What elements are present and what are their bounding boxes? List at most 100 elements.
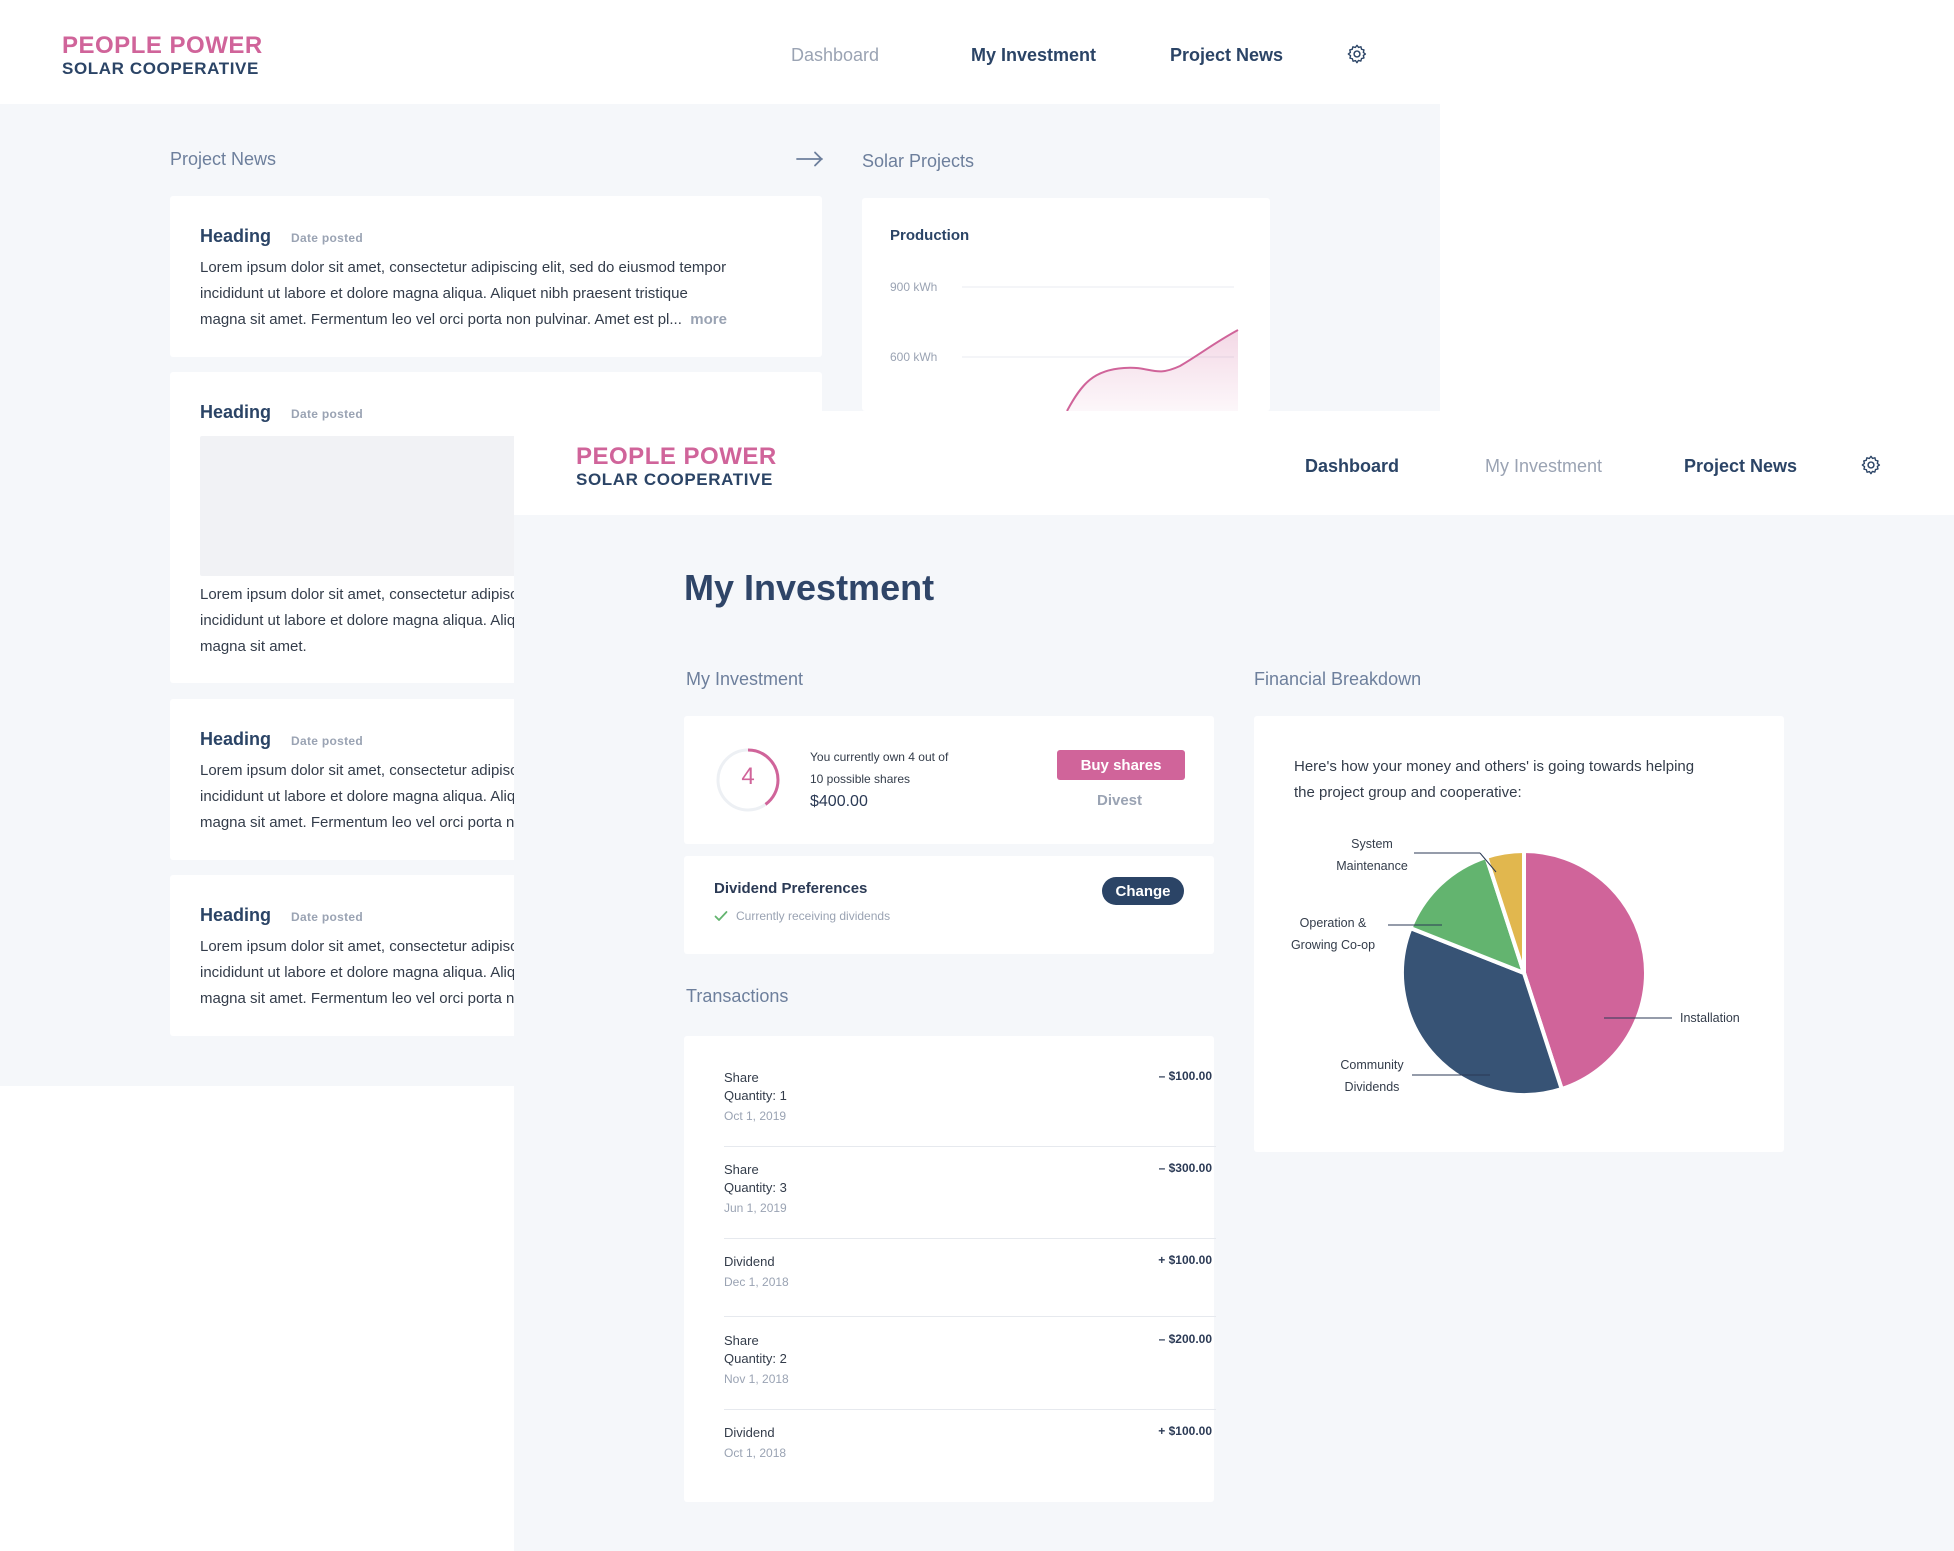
arrow-right-icon[interactable] [796,151,824,167]
page-title: My Investment [684,567,935,608]
transaction-title: Dividend [724,1253,844,1271]
investment-card: 4 You currently own 4 out of 10 possible… [684,716,1214,844]
financial-pie-chart [1388,849,1672,1097]
production-chart [962,286,1239,411]
shares-progress-ring [716,748,780,812]
investment-amount: $400.00 [810,793,868,810]
nav-project-news[interactable]: Project News [1684,456,1798,476]
news-date: Date posted [291,734,363,748]
buy-shares-button[interactable]: Buy shares [1057,750,1185,780]
dividend-card: Dividend Preferences Currently receiving… [684,856,1214,954]
shares-summary-line: 10 possible shares [810,772,911,786]
solar-projects-label: Solar Projects [862,151,975,171]
shares-count: 4 [741,763,755,790]
news-line: magna sit amet. Fermentum leo vel orci p… [200,990,592,1007]
label-community-dividends: Community Dividends [1322,1054,1422,1098]
label-line: Dividends [1344,1080,1400,1094]
gear-icon[interactable] [1860,454,1882,476]
nav-project-news[interactable]: Project News [1170,45,1284,65]
tick-label-600: 600 kWh [890,350,938,364]
transaction-amount: – $200.00 [1158,1332,1212,1346]
label-line: Growing Co-op [1290,938,1376,952]
shares-summary: You currently own 4 out of 10 possible s… [810,746,948,790]
dividend-title: Dividend Preferences [714,880,868,897]
transaction-detail: Quantity: 1 [724,1088,787,1103]
news-date: Date posted [291,910,363,924]
logo-bottom-text: SOLAR COOPERATIVE [62,59,259,78]
news-card[interactable]: Heading Date posted Lorem ipsum dolor si… [170,196,822,357]
my-investment-window: PEOPLE POWER SOLAR COOPERATIVE Dashboard… [514,411,1954,1551]
transaction-detail: Quantity: 3 [724,1180,787,1195]
transaction-date: Oct 1, 2018 [724,1446,787,1460]
divest-button[interactable]: Divest [1097,792,1143,809]
logo-top-text: PEOPLE POWER [576,443,777,470]
label-operation-growing-coop: Operation & Growing Co-op [1278,912,1388,956]
front-header: PEOPLE POWER SOLAR COOPERATIVE Dashboard… [514,411,1954,515]
transaction-amount: – $100.00 [1158,1069,1212,1083]
pie-slice-system-maintenance [1484,849,1526,975]
news-heading: Heading [200,905,272,925]
change-button[interactable]: Change [1102,877,1184,905]
dividend-status: Currently receiving dividends [736,909,891,923]
label-line: Operation & [1299,916,1367,930]
news-line: magna sit amet. Fermentum leo vel orci p… [200,307,790,333]
transaction-row[interactable]: Share Quantity: 2 Nov 1, 2018 – $200.00 [724,1332,1216,1410]
logo[interactable]: PEOPLE POWER SOLAR COOPERATIVE [62,32,263,78]
transaction-title: Dividend [724,1424,844,1442]
news-body: Lorem ipsum dolor sit amet, consectetur … [200,255,790,333]
pie-slice-community-dividends [1400,926,1564,1097]
label-system-maintenance: System Maintenance [1322,833,1422,877]
transaction-row[interactable]: Dividend Oct 1, 2018 + $100.00 [724,1424,1216,1474]
my-investment-label: My Investment [686,669,804,689]
nav-my-investment[interactable]: My Investment [1485,456,1603,476]
transaction-title: Share Quantity: 2 [724,1332,844,1368]
transactions-label: Transactions [686,986,789,1006]
check-icon [714,911,728,921]
project-news-label: Project News [170,149,277,169]
news-line: magna sit amet. Fermentum leo vel orci p… [200,814,592,831]
transaction-date: Nov 1, 2018 [724,1372,789,1386]
transaction-type: Dividend [724,1425,775,1440]
label-line: Community [1340,1058,1404,1072]
news-date: Date posted [291,407,363,421]
transaction-type: Dividend [724,1254,775,1269]
nav-my-investment[interactable]: My Investment [971,45,1097,65]
transactions-card: Share Quantity: 1 Oct 1, 2019 – $100.00 S… [684,1036,1216,1502]
label-line: Maintenance [1336,859,1408,873]
logo-top-text: PEOPLE POWER [62,32,263,59]
progress-fill [716,748,780,812]
financial-intro-line: the project group and cooperative: [1294,784,1522,801]
pie-slice-installation [1522,849,1648,1092]
transaction-title: Share Quantity: 1 [724,1069,844,1105]
production-title: Production [890,227,970,244]
transaction-amount: + $100.00 [1158,1424,1212,1438]
gear-icon[interactable] [1346,43,1368,65]
transaction-date: Dec 1, 2018 [724,1275,789,1289]
financial-breakdown-card: Here's how your money and others' is goi… [1254,716,1784,1152]
production-line [1066,329,1239,411]
news-date: Date posted [291,231,363,245]
news-heading: Heading [200,729,272,749]
transaction-date: Oct 1, 2019 [724,1109,787,1123]
transaction-title: Share Quantity: 3 [724,1161,844,1197]
transaction-type: Share [724,1333,759,1348]
production-card[interactable]: Production 900 kWh 600 kWh [862,198,1270,411]
news-heading: Heading [200,402,272,422]
news-line: Lorem ipsum dolor sit amet, consectetur … [200,259,727,276]
tick-label-900: 900 kWh [890,280,938,294]
logo-bottom-text: SOLAR COOPERATIVE [576,470,773,489]
transaction-row[interactable]: Share Quantity: 1 Oct 1, 2019 – $100.00 [724,1069,1216,1147]
nav-dashboard[interactable]: Dashboard [1305,456,1400,476]
news-line: magna sit amet. [200,638,307,655]
shares-summary-line: You currently own 4 out of [810,750,949,764]
logo[interactable]: PEOPLE POWER SOLAR COOPERATIVE [576,443,777,489]
transaction-row[interactable]: Dividend Dec 1, 2018 + $100.00 [724,1253,1216,1317]
more-link[interactable]: more [690,311,727,328]
back-header: PEOPLE POWER SOLAR COOPERATIVE Dashboard… [0,0,1440,104]
transaction-row[interactable]: Share Quantity: 3 Jun 1, 2019 – $300.00 [724,1161,1216,1239]
news-heading: Heading [200,226,272,246]
nav-dashboard[interactable]: Dashboard [791,45,880,65]
label-installation: Installation [1680,1011,1740,1025]
transaction-date: Jun 1, 2019 [724,1201,787,1215]
financial-intro-line: Here's how your money and others' is goi… [1294,758,1695,775]
